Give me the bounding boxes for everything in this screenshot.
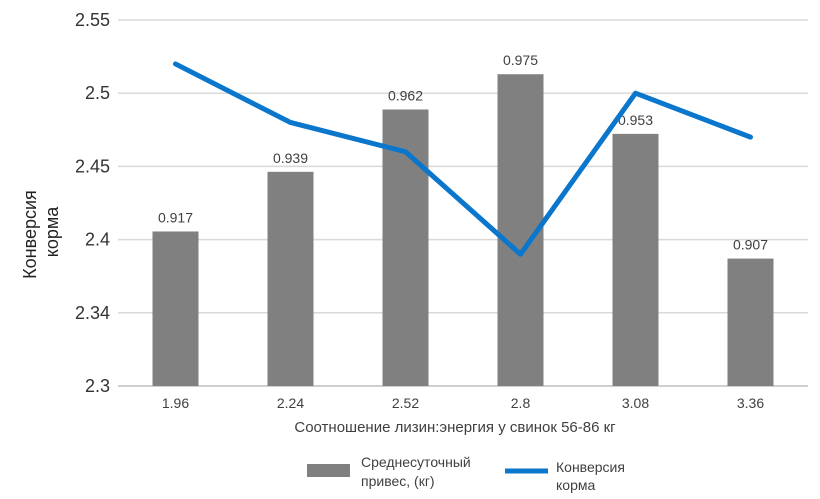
x-tick-label: 1.96 (162, 395, 189, 411)
y-tick-label: 2.45 (75, 156, 110, 176)
legend: Среднесуточный привес, (кг) Конверсия ко… (307, 454, 629, 493)
legend-bar-label-line-2: привес, (кг) (361, 473, 435, 489)
y-tick-label: 2.3 (85, 376, 110, 396)
y-axis-title-line-1: Конверсия (20, 190, 40, 279)
x-tick-label: 3.36 (737, 395, 764, 411)
legend-line-label-line-1: Конверсия (556, 459, 625, 475)
bar-data-label: 0.975 (503, 52, 538, 68)
legend-bar-label: Среднесуточный привес, (кг) (361, 454, 475, 489)
bar (152, 231, 199, 386)
y-axis-ticks: 2.3 2.34 2.4 2.45 2.5 2.55 (75, 10, 110, 396)
bar-data-label: 0.953 (618, 112, 653, 128)
y-axis-title-line-2: корма (42, 206, 62, 257)
legend-line-label-line-2: корма (556, 477, 595, 493)
bar (727, 258, 774, 386)
x-axis-title: Соотношение лизин:энергия у свинок 56-86… (294, 419, 616, 436)
bar-series (152, 74, 774, 386)
y-tick-label: 2.34 (75, 303, 110, 323)
bar-data-label: 0.917 (158, 209, 193, 225)
line-series (173, 61, 753, 257)
line-series-path (173, 61, 753, 257)
x-axis-ticks: 1.96 2.24 2.52 2.8 3.08 3.36 (162, 395, 764, 411)
y-tick-label: 2.5 (85, 83, 110, 103)
bar-data-label: 0.962 (388, 87, 423, 103)
x-tick-label: 2.24 (277, 395, 304, 411)
y-tick-label: 2.4 (85, 230, 110, 250)
bar-data-label: 0.907 (733, 237, 768, 253)
legend-bar-label-line-1: Среднесуточный (361, 454, 471, 470)
legend-bar-swatch (307, 464, 350, 477)
x-tick-label: 2.52 (392, 395, 419, 411)
x-tick-label: 2.8 (511, 395, 531, 411)
bar-data-labels: 0.917 0.939 0.962 0.975 0.953 0.907 (158, 52, 768, 252)
bar (267, 171, 314, 386)
bar (382, 109, 429, 386)
x-tick-label: 3.08 (622, 395, 649, 411)
legend-line-label: Конверсия корма (556, 459, 629, 493)
bar-data-label: 0.939 (273, 150, 308, 166)
bar (612, 133, 659, 386)
y-tick-label: 2.55 (75, 10, 110, 30)
y-axis-title: Конверсия корма (20, 185, 62, 279)
